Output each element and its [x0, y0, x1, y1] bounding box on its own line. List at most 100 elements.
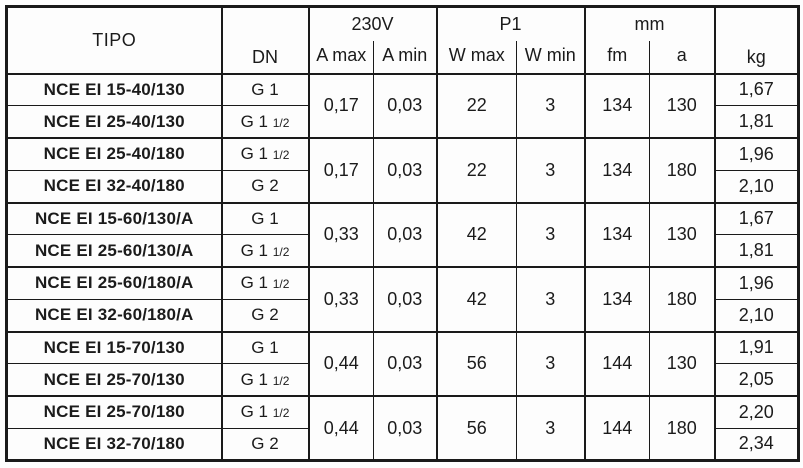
model-name-cell: NCE EI 32-60/180/A [6, 299, 222, 333]
model-name-cell: NCE EI 15-40/130 [6, 73, 222, 107]
dn-cell: G 1 1/2 [220, 396, 309, 429]
table-header: TIPO DN 230V P1 mm kg A max A min W max … [6, 6, 799, 75]
column-header-w-max: W max [435, 40, 517, 75]
shared-fm-cell: 134 [583, 202, 650, 268]
kg-cell: 2,10 [713, 299, 799, 333]
fraction-text: 1/2 [272, 244, 290, 259]
model-name-cell: NCE EI 25-40/130 [6, 105, 222, 140]
table-row: NCE EI 15-60/130/A G 1 0,33 0,03 42 3 134 130 1,… [6, 202, 799, 268]
table-row: NCE EI 25-70/180 G 1 1/2 0,44 0,03 56 3 144 180… [6, 396, 799, 462]
model-name-cell: NCE EI 25-60/180/A [6, 267, 222, 300]
dn-cell: G 1 1/2 [220, 105, 309, 140]
model-name-cell: NCE EI 25-70/180 [6, 396, 222, 429]
kg-cell: 2,05 [713, 363, 799, 398]
shared-fm-cell: 134 [583, 138, 650, 204]
model-name-cell: NCE EI 25-60/130/A [6, 234, 222, 269]
dn-cell: G 1 [220, 202, 309, 236]
column-group-mm: mm [583, 6, 715, 41]
shared-w-max-cell: 42 [435, 267, 517, 333]
kg-cell: 1,67 [713, 202, 799, 236]
kg-cell: 1,96 [713, 267, 799, 300]
dn-cell: G 1 1/2 [220, 234, 309, 269]
shared-fm-cell: 134 [583, 73, 650, 139]
shared-fm-cell: 144 [583, 396, 650, 462]
shared-a-max-cell: 0,33 [307, 202, 374, 268]
table-row: NCE EI 32-40/180 G 2 2,10 [6, 170, 799, 204]
table-row: NCE EI 25-60/180/A G 1 1/2 0,33 0,03 42 3 134 1… [6, 267, 799, 333]
shared-w-min-cell: 3 [516, 138, 585, 204]
dn-cell: G 2 [220, 299, 309, 333]
kg-cell: 2,10 [713, 170, 799, 204]
dn-cell: G 2 [220, 170, 309, 204]
table-row: NCE EI 15-70/130 G 1 0,44 0,03 56 3 144 130 1,91 [6, 331, 799, 397]
model-name-cell: NCE EI 15-60/130/A [6, 202, 222, 236]
shared-a-cell: 180 [649, 396, 715, 462]
column-group-p1: P1 [435, 6, 585, 41]
table-row: NCE EI 25-40/130 G 1 1/2 1,81 [6, 105, 799, 140]
column-header-a-max: A max [307, 40, 374, 75]
model-name-cell: NCE EI 32-70/180 [6, 428, 222, 462]
table-row: NCE EI 32-60/180/A G 2 2,10 [6, 299, 799, 333]
column-header-kg: kg [713, 6, 799, 75]
shared-fm-cell: 144 [583, 331, 650, 397]
kg-cell: 1,81 [713, 234, 799, 269]
fraction-text: 1/2 [272, 277, 290, 292]
fraction-text: 1/2 [272, 148, 290, 163]
shared-a-min-cell: 0,03 [372, 331, 437, 397]
table-row: NCE EI 25-70/130 G 1 1/2 2,05 [6, 363, 799, 398]
shared-w-min-cell: 3 [516, 202, 585, 268]
dn-cell: G 1 1/2 [220, 267, 309, 300]
column-header-a: a [649, 40, 715, 75]
shared-a-cell: 130 [649, 73, 715, 139]
model-name-cell: NCE EI 25-70/130 [6, 363, 222, 398]
shared-a-max-cell: 0,44 [307, 396, 374, 462]
table-row: NCE EI 15-40/130 G 1 0,17 0,03 22 3 134 130 1,67 [6, 73, 799, 139]
dn-cell: G 1 [220, 73, 309, 107]
shared-a-min-cell: 0,03 [372, 396, 437, 462]
pump-specifications-table: TIPO DN 230V P1 mm kg A max A min W max … [5, 5, 801, 462]
kg-cell: 1,67 [713, 73, 799, 107]
shared-w-max-cell: 42 [435, 202, 517, 268]
fraction-text: 1/2 [272, 373, 290, 388]
shared-a-max-cell: 0,33 [307, 267, 374, 333]
header-row-subcolumns: A max A min W max W min fm a [7, 40, 799, 75]
shared-fm-cell: 134 [583, 267, 650, 333]
model-name-cell: NCE EI 15-70/130 [6, 331, 222, 365]
column-header-a-min: A min [372, 40, 437, 75]
shared-w-min-cell: 3 [516, 396, 585, 462]
table-row: NCE EI 25-40/180 G 1 1/2 0,17 0,03 22 3 134 180… [6, 138, 799, 204]
table-row: NCE EI 32-70/180 G 2 2,34 [6, 428, 799, 462]
column-header-dn: DN [220, 6, 309, 75]
kg-cell: 2,34 [713, 428, 799, 462]
dn-cell: G 2 [220, 428, 309, 462]
shared-w-max-cell: 56 [435, 331, 517, 397]
dn-cell: G 1 [220, 331, 309, 365]
shared-a-max-cell: 0,17 [307, 138, 374, 204]
shared-w-max-cell: 22 [435, 73, 517, 139]
model-name-cell: NCE EI 25-40/180 [6, 138, 222, 171]
column-group-230v: 230V [307, 6, 437, 41]
shared-w-max-cell: 22 [435, 138, 517, 204]
shared-a-cell: 180 [649, 267, 715, 333]
shared-a-cell: 180 [649, 138, 715, 204]
shared-a-min-cell: 0,03 [372, 138, 437, 204]
kg-cell: 1,91 [713, 331, 799, 365]
header-row-groups: TIPO DN 230V P1 mm kg [6, 6, 799, 75]
shared-a-max-cell: 0,44 [307, 331, 374, 397]
shared-a-cell: 130 [649, 202, 715, 268]
shared-w-min-cell: 3 [516, 73, 585, 139]
shared-w-min-cell: 3 [516, 331, 585, 397]
table-row: NCE EI 25-60/130/A G 1 1/2 1,81 [6, 234, 799, 269]
shared-a-min-cell: 0,03 [372, 202, 437, 268]
kg-cell: 1,81 [713, 105, 799, 140]
shared-a-max-cell: 0,17 [307, 73, 374, 139]
fraction-text: 1/2 [272, 115, 290, 130]
kg-cell: 2,20 [713, 396, 799, 429]
shared-w-min-cell: 3 [516, 267, 585, 333]
shared-a-min-cell: 0,03 [372, 73, 437, 139]
column-header-w-min: W min [516, 40, 585, 75]
dn-cell: G 1 1/2 [220, 363, 309, 398]
kg-cell: 1,96 [713, 138, 799, 171]
shared-a-cell: 130 [649, 331, 715, 397]
